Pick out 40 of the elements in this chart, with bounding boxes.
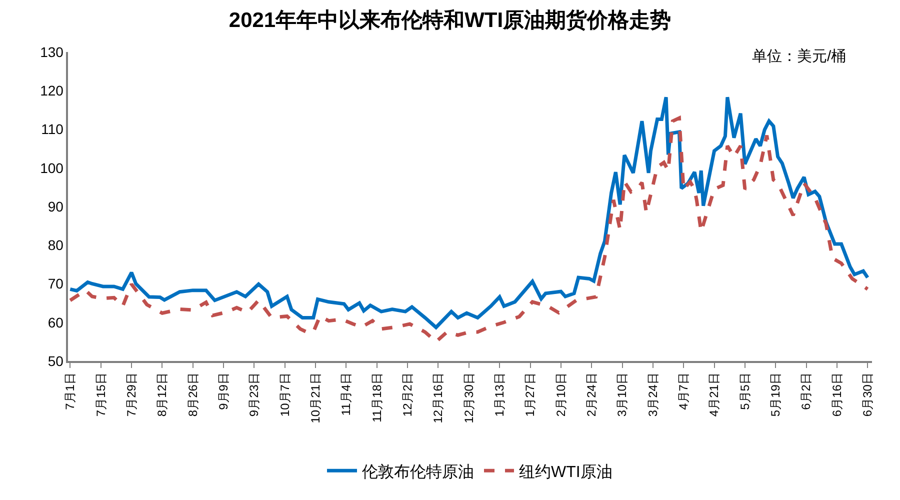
x-tick-label: 4月21日 <box>707 372 722 417</box>
x-tick-label: 7月15日 <box>94 372 108 417</box>
x-tick-label: 9月23日 <box>247 372 262 417</box>
y-tick-label: 110 <box>41 121 64 138</box>
x-tick-label: 5月19日 <box>768 372 783 417</box>
y-tick-label: 80 <box>48 237 64 254</box>
x-tick-label: 9月9日 <box>216 372 230 410</box>
x-tick-label: 10月21日 <box>308 372 322 424</box>
x-tick-label: 7月1日 <box>63 372 78 410</box>
x-tick-label: 2月24日 <box>584 372 598 417</box>
x-tick-label: 5月5日 <box>738 372 752 410</box>
x-tick-label: 12月30日 <box>462 372 476 424</box>
y-tick-label: 120 <box>40 82 64 99</box>
x-tick-label: 3月24日 <box>646 372 660 417</box>
y-tick-label: 60 <box>48 314 64 330</box>
x-tick-label: 1月13日 <box>492 372 506 417</box>
x-tick-label: 6月2日 <box>799 372 814 410</box>
y-tick-label: 50 <box>48 352 64 369</box>
y-tick-label: 100 <box>40 160 64 176</box>
x-tick-label: 12月2日 <box>400 372 414 417</box>
legend-label: 伦敦布伦特原油 <box>362 462 474 481</box>
x-tick-label: 4月7日 <box>676 372 690 410</box>
y-tick-label: 90 <box>48 198 64 214</box>
x-tick-label: 10月7日 <box>278 372 292 417</box>
x-tick-label: 3月10日 <box>615 372 630 417</box>
x-tick-label: 8月26日 <box>186 372 200 417</box>
x-tick-label: 2月10日 <box>554 372 568 417</box>
y-tick-label: 130 <box>40 44 64 60</box>
x-tick-label: 12月16日 <box>431 372 446 424</box>
y-tick-label: 70 <box>48 276 64 292</box>
chart-title: 2021年年中以来布伦特和WTI原油期货价格走势 <box>228 9 672 32</box>
x-tick-label: 11月4日 <box>339 372 354 416</box>
x-tick-label: 8月12日 <box>155 372 170 417</box>
annotation: 单位：美元/桶 <box>752 48 846 65</box>
x-tick-label: 7月29日 <box>124 372 138 417</box>
x-tick-label: 11月18日 <box>370 372 384 422</box>
legend-label: 纽约WTI原油 <box>519 462 612 481</box>
x-tick-label: 1月27日 <box>523 372 538 417</box>
x-tick-label: 6月16日 <box>830 372 844 417</box>
x-tick-label: 6月30日 <box>860 372 875 417</box>
